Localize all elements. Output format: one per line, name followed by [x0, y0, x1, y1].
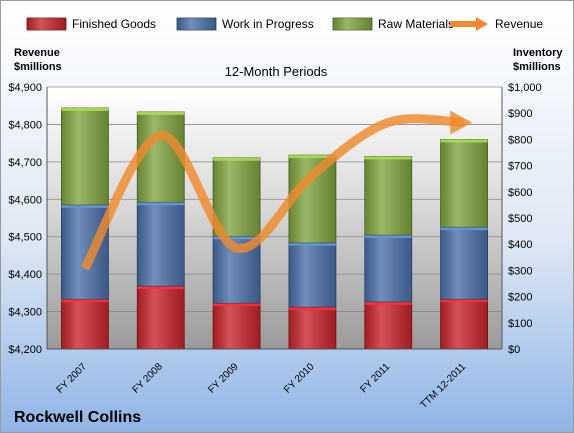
bar-segment-top: [440, 299, 488, 303]
left-axis-title-line1: Revenue: [14, 47, 60, 59]
gridlines: [47, 86, 502, 350]
left-tick-label: $4,600: [8, 194, 42, 206]
left-tick-label: $4,200: [8, 344, 42, 356]
right-tick-label: $200: [508, 292, 532, 304]
bar-segment-top: [213, 157, 261, 161]
right-tick-label: $700: [508, 161, 532, 173]
bar-segment-top: [440, 139, 488, 143]
bar-segment-shine: [137, 286, 185, 349]
revenue-line-arrowhead: [450, 110, 473, 135]
legend-label: Work in Progress: [222, 17, 314, 31]
revenue-line-layer: [80, 110, 473, 271]
bar-segment-top: [288, 155, 336, 159]
revenue-line: [80, 114, 465, 271]
right-tick-label: $500: [508, 213, 532, 225]
legend-swatch-shine: [177, 18, 216, 30]
right-tick-label: $100: [508, 318, 532, 330]
company-label: Rockwell Collins: [14, 409, 141, 426]
bar-segment-shine: [440, 299, 488, 349]
bar-segment-top: [213, 236, 261, 240]
bar-segment-shine: [288, 242, 336, 308]
bar-segment-top: [61, 299, 109, 303]
bar-segment-shine: [137, 202, 185, 287]
left-axis-title-line2: $millions: [14, 61, 62, 73]
bar-segment-shine: [61, 107, 109, 205]
bar-segment-top: [288, 242, 336, 246]
bar-segment-top: [364, 301, 412, 305]
legend-label: Finished Goods: [72, 17, 156, 31]
legend-swatch-shine: [27, 18, 66, 30]
right-tick-label: $600: [508, 187, 532, 199]
legend-arrow-swatch: [476, 17, 488, 31]
legend-label: Revenue: [495, 17, 543, 31]
right-tick-label: $900: [508, 108, 532, 120]
bar-segment-top: [61, 107, 109, 111]
bar-segment-top: [364, 156, 412, 160]
bar-segment-shine: [61, 204, 109, 300]
left-tick-label: $4,800: [8, 119, 42, 131]
bar-segment-top: [137, 111, 185, 115]
bar-segment-shine: [364, 301, 412, 349]
bar-segment-shine: [364, 235, 412, 302]
bar-segment-shine: [213, 157, 261, 237]
right-axis-title-line2: $millions: [513, 61, 561, 73]
right-axis-title-line1: Inventory: [513, 47, 563, 59]
bar-segment-shine: [61, 299, 109, 349]
bar-segment-shine: [364, 156, 412, 236]
right-tick-label: $300: [508, 265, 532, 277]
bar-segment-top: [440, 227, 488, 231]
bar-segment-top: [61, 204, 109, 208]
legend-label: Raw Materials: [378, 17, 454, 31]
bar-segment-shine: [213, 303, 261, 349]
bar-segment-shine: [440, 139, 488, 228]
right-tick-label: $0: [508, 344, 520, 356]
right-tick-label: $1,000: [508, 82, 542, 94]
bar-segment-shine: [440, 227, 488, 300]
legend-swatch-shine: [333, 18, 372, 30]
left-tick-label: $4,900: [8, 82, 42, 94]
legend: Finished Goods Work in Progress Raw Materi…: [26, 17, 543, 31]
bar-segment-top: [137, 286, 185, 290]
bar-segment-shine: [137, 111, 185, 203]
left-tick-label: $4,400: [8, 269, 42, 281]
bar-segment-top: [288, 307, 336, 311]
chart-title: 12-Month Periods: [225, 64, 328, 79]
left-tick-label: $4,500: [8, 232, 42, 244]
bar-segment-top: [364, 235, 412, 239]
left-tick-label: $4,700: [8, 157, 42, 169]
bar-segment-shine: [288, 307, 336, 349]
bar-segment-top: [213, 303, 261, 307]
right-tick-label: $800: [508, 134, 532, 146]
right-tick-label: $400: [508, 239, 532, 251]
left-tick-label: $4,300: [8, 307, 42, 319]
bar-segment-top: [137, 202, 185, 206]
